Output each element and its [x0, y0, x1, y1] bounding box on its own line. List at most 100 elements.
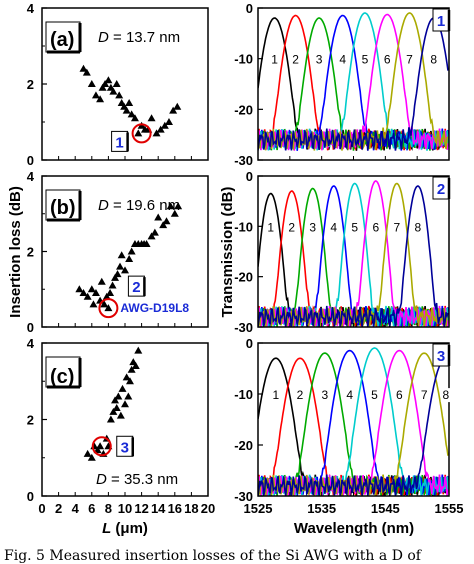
device-label: AWG-D19L8	[120, 301, 189, 315]
channel-label-bg	[295, 388, 306, 403]
d-symbol: D	[98, 29, 109, 46]
channel-label: 1	[267, 220, 274, 234]
spectrum-channel-3	[258, 187, 449, 327]
channel-label: 4	[330, 220, 337, 234]
data-point	[170, 209, 179, 217]
x-tick-label: 1525	[244, 501, 273, 516]
data-point	[114, 392, 123, 400]
data-point	[127, 110, 136, 118]
channel-label: 4	[346, 388, 353, 402]
data-point	[166, 202, 175, 210]
data-point	[154, 213, 163, 221]
x-tick-label: 1555	[435, 501, 464, 516]
channel-label-bg	[328, 220, 339, 235]
x-tick-label: 18	[184, 501, 198, 516]
channel-label: 5	[371, 388, 378, 402]
data-point	[116, 411, 125, 419]
channel-label: 6	[372, 220, 379, 234]
data-point	[111, 273, 120, 281]
y-tick-label: 2	[27, 245, 34, 260]
channel-label: 8	[430, 53, 437, 67]
highlight-circle	[91, 436, 112, 457]
right-y-axis-title: Transmission (dB)	[219, 187, 236, 318]
channel-label-bg	[404, 52, 415, 67]
data-point	[104, 76, 113, 84]
data-point	[104, 304, 113, 312]
data-point	[125, 255, 134, 263]
channel-label: 5	[351, 220, 358, 234]
d-value: = 19.6 nm	[109, 197, 180, 214]
x-tick-label: 12	[134, 501, 148, 516]
data-point	[159, 221, 168, 229]
data-point	[108, 281, 117, 289]
data-point	[117, 251, 126, 259]
channel-label: 7	[406, 53, 413, 67]
channel-label: 7	[393, 220, 400, 234]
panel-number: 3	[437, 348, 445, 365]
channel-label-bg	[344, 388, 355, 403]
data-point	[82, 68, 91, 76]
channel-label-bg	[412, 220, 423, 235]
spectrum-channel-8	[258, 357, 449, 496]
data-point	[75, 285, 84, 293]
transmission-panel-1: 0-10-20-301 2 3 4 5 6 7 81	[234, 1, 451, 168]
channel-label-bg	[314, 52, 325, 67]
d-value: = 35.3 nm	[107, 471, 178, 488]
y-tick-label: 4	[27, 169, 35, 184]
y-tick-label: -10	[234, 52, 253, 67]
y-tick-label: -10	[234, 219, 253, 234]
panel-letter: (b)	[50, 197, 76, 219]
data-point	[121, 400, 129, 408]
marker-label: 3	[121, 439, 129, 456]
y-tick-label: 0	[27, 489, 34, 504]
data-point	[127, 247, 136, 255]
plot-frame	[257, 342, 450, 497]
x-tick-label: 1535	[307, 501, 336, 516]
channel-label-bg	[394, 388, 405, 403]
y-tick-label: -20	[234, 270, 253, 285]
data-point	[122, 106, 131, 114]
data-point	[118, 384, 127, 392]
y-tick-label: 2	[27, 413, 34, 428]
data-point	[109, 87, 118, 95]
left-y-axis-title: Insertion loss (dB)	[7, 186, 24, 318]
highlight-circle	[98, 298, 119, 319]
channel-label: 3	[322, 388, 329, 402]
x-tick-label: 1545	[371, 501, 400, 516]
data-point	[96, 442, 105, 450]
data-point	[111, 396, 120, 404]
x-symbol: L	[102, 520, 111, 537]
data-point	[93, 446, 102, 454]
plot-frame	[257, 175, 450, 328]
data-point	[102, 292, 111, 300]
data-point	[83, 292, 92, 300]
data-point	[87, 453, 96, 461]
data-point	[83, 449, 92, 457]
data-point	[91, 289, 100, 297]
data-point	[91, 91, 100, 99]
channel-label: 2	[297, 388, 304, 402]
marker-label: 1	[115, 134, 123, 151]
data-point	[124, 392, 133, 400]
y-tick-label: -20	[234, 438, 253, 453]
channel-label-bg	[428, 52, 439, 67]
spectrum-channel-8	[258, 17, 449, 151]
data-point	[96, 95, 105, 103]
right-x-axis-title: Wavelength (nm)	[294, 520, 414, 537]
channel-label-bg	[419, 388, 430, 403]
data-point	[112, 80, 121, 87]
x-unit: (μm)	[111, 520, 148, 537]
data-point	[131, 361, 140, 369]
d-value: = 13.7 nm	[109, 29, 180, 46]
y-tick-label: -30	[234, 153, 253, 168]
channel-label-bg	[337, 52, 348, 67]
channel-label: 1	[272, 388, 279, 402]
data-point	[97, 277, 106, 285]
x-tick-label: 0	[38, 501, 45, 516]
x-tick-label: 6	[88, 501, 95, 516]
data-point	[101, 80, 110, 87]
channel-label: 3	[316, 53, 323, 67]
spectrum-channel-2	[258, 190, 449, 327]
